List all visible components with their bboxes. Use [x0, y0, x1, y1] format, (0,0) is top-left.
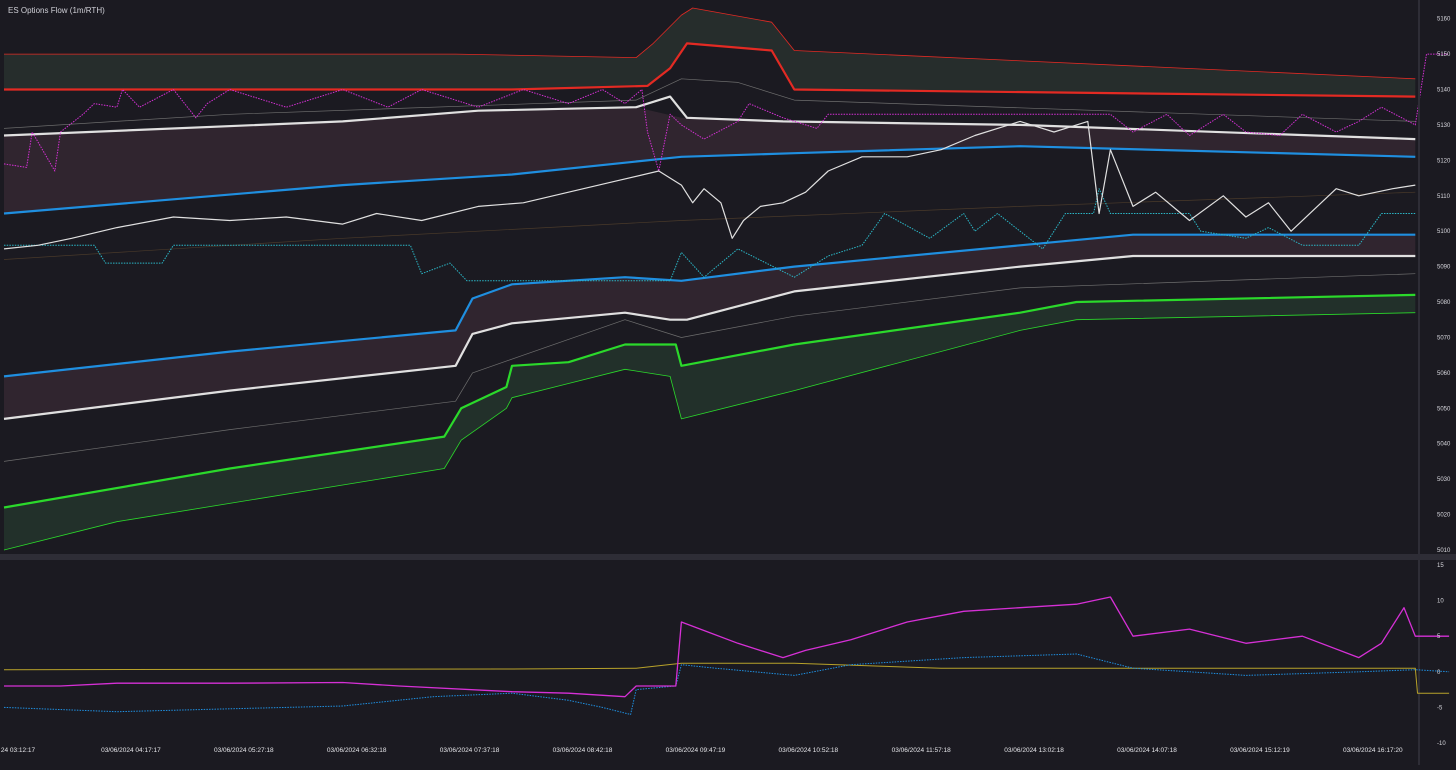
x-tick-label: 03/06/2024 10:52:18: [778, 747, 838, 754]
y-tick-label: 5: [1437, 634, 1441, 640]
series-line-gray-2[interactable]: [3, 78, 1416, 129]
y-tick-label: 10: [1437, 599, 1444, 605]
oscillator-pane: [3, 596, 1450, 715]
price-axis-divider: [1418, 0, 1420, 765]
series-line-blue-4[interactable]: [3, 145, 1416, 215]
series-line-magenta-2[interactable]: [4, 596, 1450, 698]
series-line-magenta-11[interactable]: [3, 53, 1450, 172]
y-tick-label: 5140: [1437, 88, 1451, 94]
x-tick-label: 03/06/2024 06:32:18: [327, 747, 387, 754]
series-line-red-1[interactable]: [4, 42, 1416, 98]
pane-separator[interactable]: [0, 554, 1456, 560]
y-tick-label: 5010: [1437, 548, 1451, 554]
y-tick-label: 5120: [1437, 158, 1451, 164]
series-line-brown-5[interactable]: [3, 191, 1416, 260]
series-line-white-13[interactable]: [3, 120, 1416, 250]
y-tick-label: 5110: [1437, 194, 1451, 200]
series-line-white-3[interactable]: [3, 95, 1416, 141]
x-tick-label: 03/06/2024 04:17:17: [101, 747, 161, 754]
x-tick-label: 03/06/2024 08:42:18: [553, 747, 613, 754]
x-tick-label: 03/06/2024 07:37:18: [440, 747, 500, 754]
series-line-blue-1[interactable]: [3, 653, 1450, 715]
y-tick-label: 5030: [1437, 477, 1451, 483]
x-tick-label: 03/06/2024 05:27:18: [214, 747, 274, 754]
y-tick-label: -5: [1437, 705, 1443, 711]
y-tick-label: 5130: [1437, 123, 1451, 129]
x-tick-label: 03/06/2024 11:57:18: [892, 747, 952, 754]
y-tick-label: 5150: [1437, 52, 1451, 58]
series-line-green-10[interactable]: [3, 312, 1416, 551]
x-tick-label: 03/06/2024 09:47:19: [666, 747, 726, 754]
main-price-pane: [3, 7, 1450, 551]
y-tick-label: 5050: [1437, 406, 1451, 412]
x-tick-label: 24 03:12:17: [1, 747, 36, 754]
y-tick-label: 5070: [1437, 336, 1451, 342]
x-tick-label: 03/06/2024 13:02:18: [1004, 747, 1064, 754]
y-tick-label: 5080: [1437, 300, 1451, 306]
series-line-green-9[interactable]: [3, 293, 1416, 509]
series-line-red-0[interactable]: [4, 7, 1416, 80]
band-fill-0: [4, 8, 1416, 97]
y-tick-label: 5090: [1437, 265, 1451, 271]
series-line-cyan-12[interactable]: [4, 188, 1416, 282]
series-line-blue-6[interactable]: [3, 233, 1416, 378]
y-tick-label: 5160: [1437, 17, 1451, 23]
y-tick-label: -10: [1437, 741, 1446, 747]
chart-title: ES Options Flow (1m/RTH): [8, 6, 105, 15]
series-line-yellow-0[interactable]: [3, 662, 1450, 694]
band-fill-2: [4, 234, 1416, 419]
x-tick-label: 03/06/2024 16:17:20: [1343, 747, 1403, 754]
sub-y-axis[interactable]: -10 -5 0 5 10 15: [1437, 563, 1446, 747]
band-fill-1: [4, 107, 1416, 214]
series-line-white-7[interactable]: [3, 254, 1416, 420]
series-line-gray-8[interactable]: [3, 273, 1416, 462]
x-tick-label: 03/06/2024 14:07:18: [1117, 747, 1177, 754]
y-tick-label: 0: [1437, 670, 1441, 676]
main-y-axis[interactable]: 5010 5020 5030 5040 5050 5060 5070 5080 5090 5100…: [1437, 17, 1451, 554]
y-tick-label: 5040: [1437, 442, 1451, 448]
y-tick-label: 5020: [1437, 513, 1451, 519]
y-tick-label: 5060: [1437, 371, 1451, 377]
y-tick-label: 5100: [1437, 229, 1451, 235]
x-tick-label: 03/06/2024 15:12:19: [1230, 747, 1290, 754]
time-axis[interactable]: 24 03:12:17 03/06/2024 04:17:17 03/06/2024…: [1, 747, 1403, 754]
y-tick-label: 15: [1437, 563, 1444, 569]
